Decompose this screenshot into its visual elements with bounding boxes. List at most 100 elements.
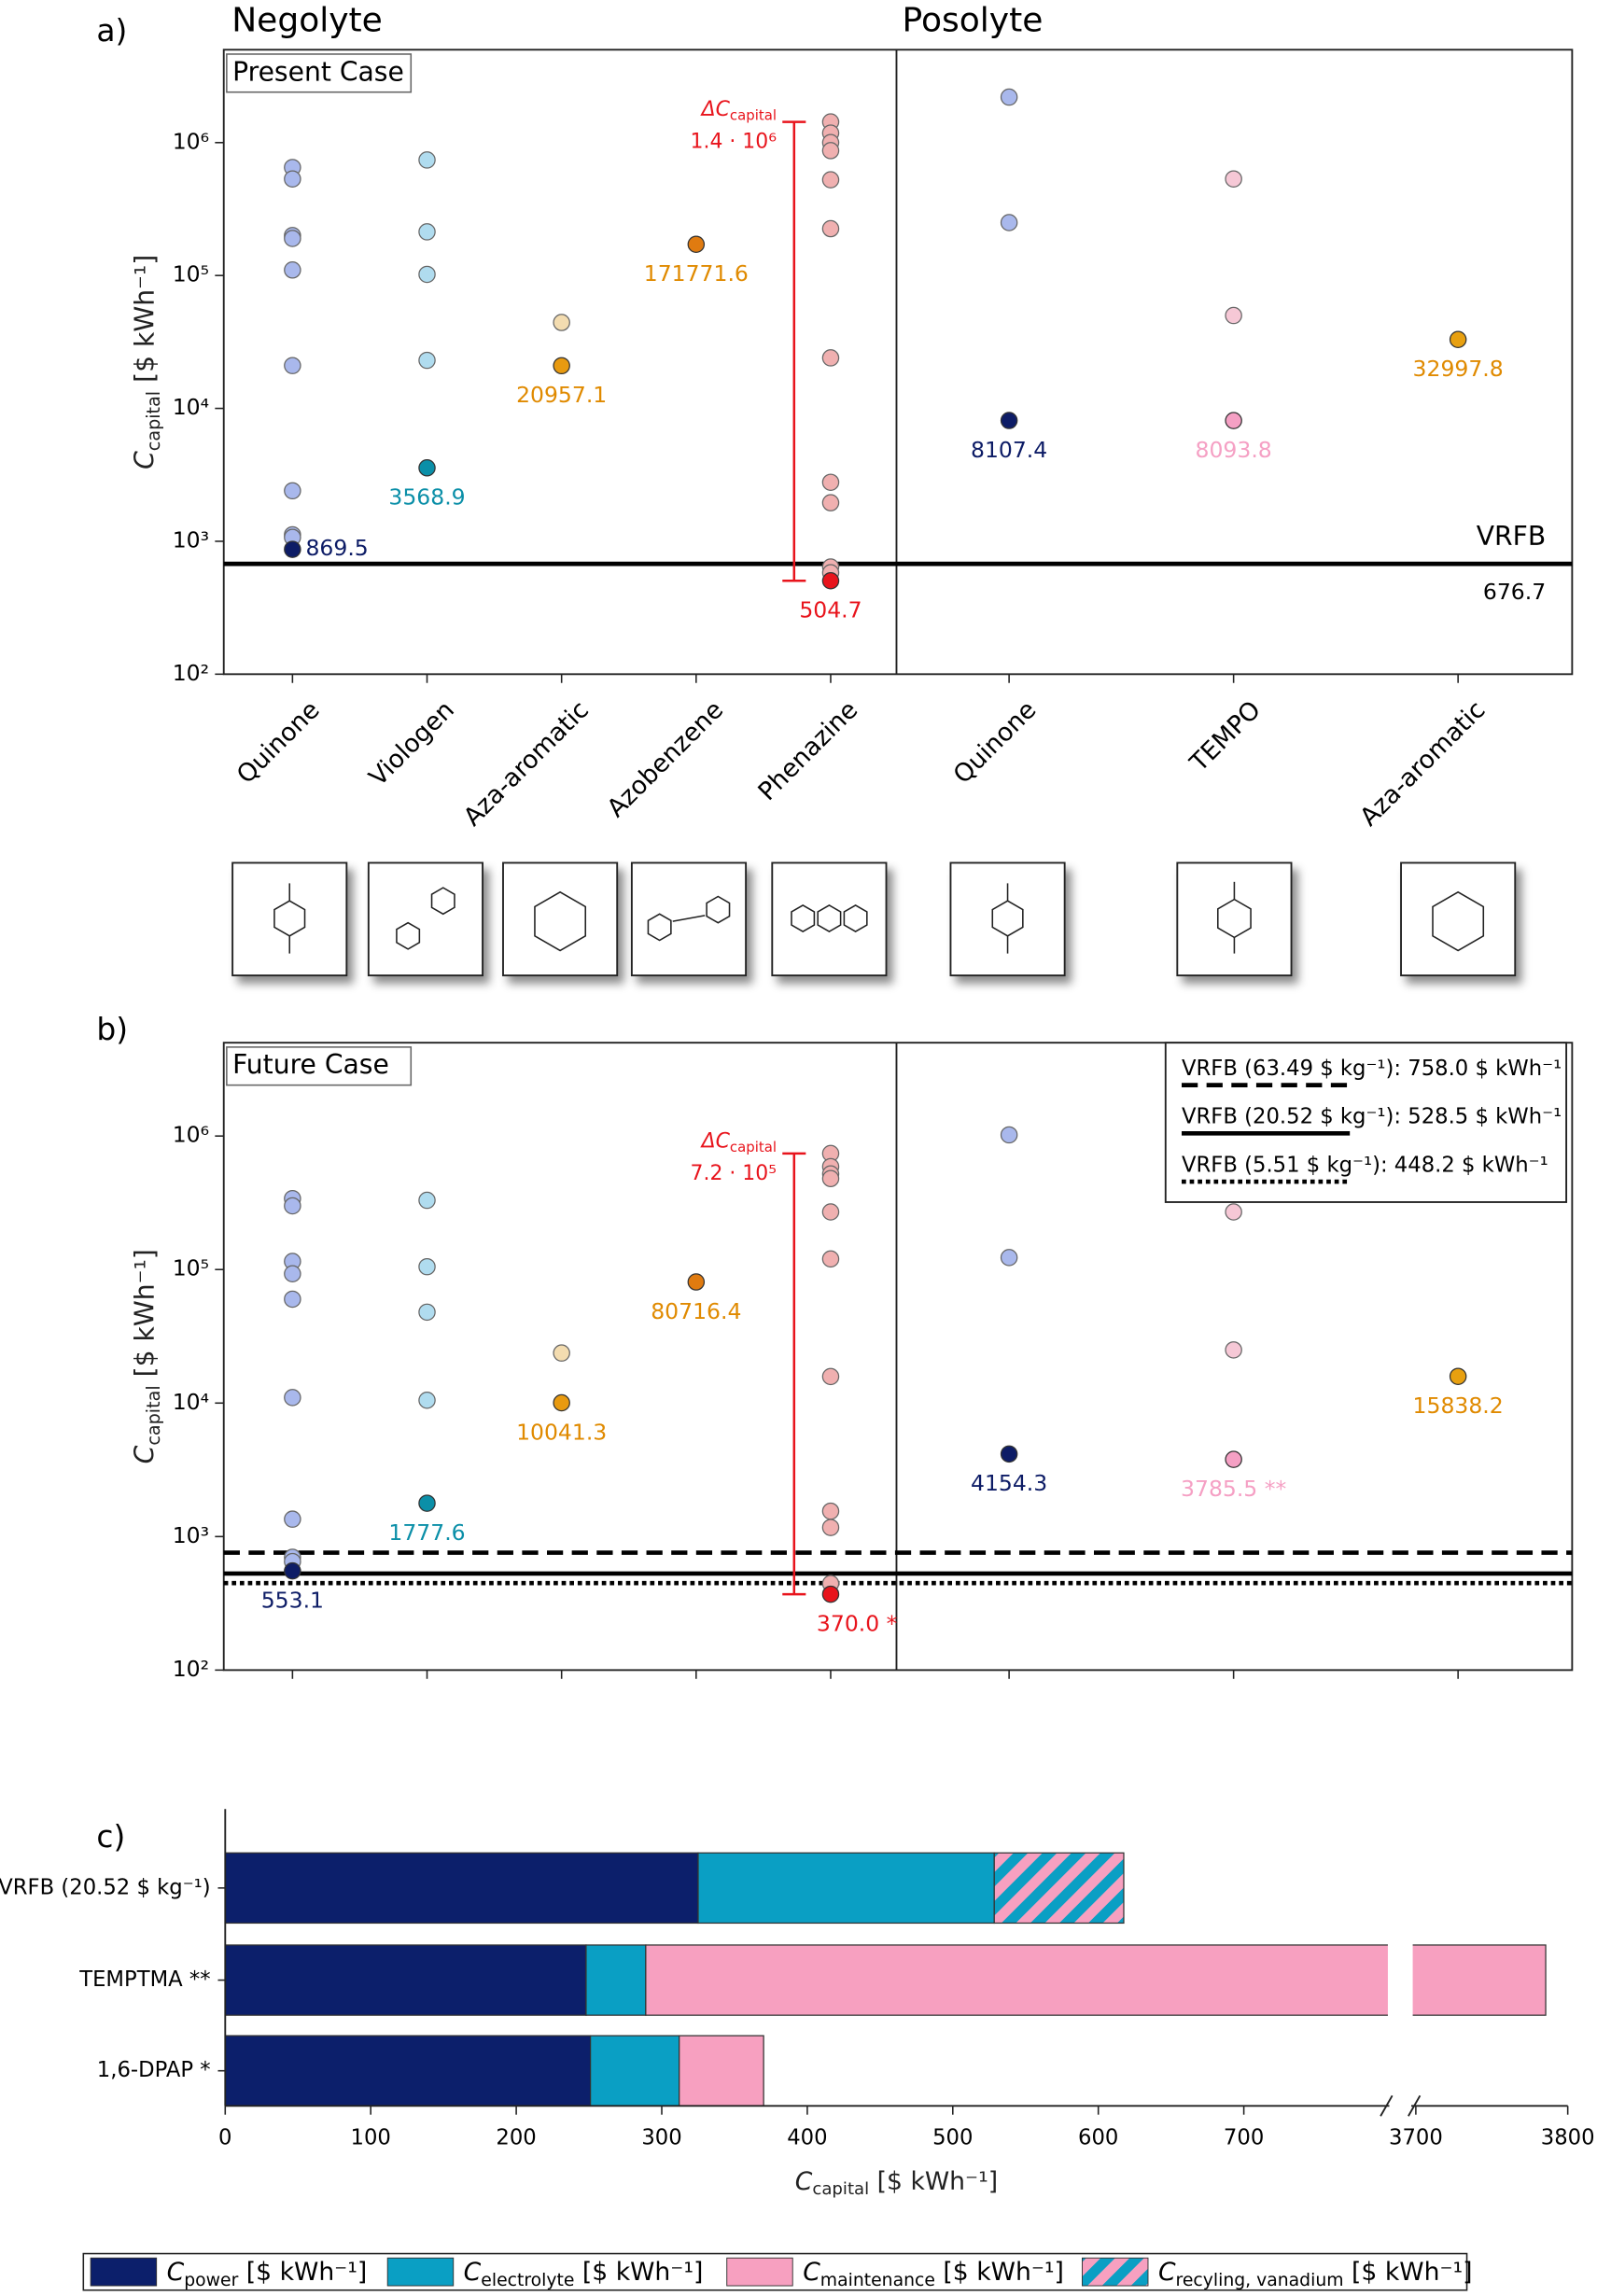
symbol: C	[803, 2257, 820, 2286]
structure-box	[502, 861, 619, 977]
unit	[130, 1377, 161, 1385]
point	[821, 1203, 840, 1221]
best-point	[821, 1585, 840, 1603]
structure-box	[630, 861, 748, 977]
y-tick-label: VRFB (20.52 $ kg⁻¹)	[0, 1875, 211, 1899]
x-tick-label: 600	[1078, 2125, 1118, 2149]
best-label: 20957.1	[516, 382, 607, 408]
point	[821, 1169, 840, 1188]
subscript: capital	[730, 1139, 777, 1155]
point	[1000, 88, 1018, 106]
structure-frame	[367, 861, 484, 977]
subscript: recyling, vanadium	[1176, 2270, 1344, 2289]
point	[821, 171, 840, 189]
y-axis-label: Ccapital [$ kWh⁻¹]	[130, 1249, 164, 1463]
panel-label: a)	[96, 12, 127, 49]
y-tick-label: 1,6-DPAP *	[97, 2058, 211, 2082]
x-tick-label: Quinone	[948, 695, 1043, 790]
point	[418, 223, 436, 241]
subscript: capital	[143, 391, 164, 451]
delta-label: 1.4 · 10⁶	[691, 131, 777, 154]
legend-box	[1164, 1042, 1568, 1203]
unit: [$ kWh⁻¹]	[246, 2257, 368, 2286]
point	[821, 1519, 840, 1536]
structure-box	[1176, 861, 1293, 977]
y-tick-label: 10⁴	[173, 1389, 209, 1415]
best-label: 370.0 *	[817, 1610, 898, 1636]
x-tick-label: Viologen	[363, 695, 459, 791]
subscript: capital	[812, 2179, 869, 2199]
legend-label: Cpower [$ kWh⁻¹]	[167, 2257, 368, 2289]
best-point	[284, 1561, 301, 1580]
structure-frame	[1176, 861, 1293, 977]
point	[418, 1257, 436, 1276]
structure-box	[949, 861, 1066, 977]
ring	[396, 921, 421, 950]
point	[418, 1391, 436, 1409]
ring	[430, 887, 455, 916]
best-label: 8093.8	[1196, 437, 1272, 463]
y-tick-label: 10³	[173, 526, 209, 553]
best-label: 8107.4	[971, 437, 1047, 463]
best-point	[284, 540, 301, 558]
bar-segment	[993, 1852, 1125, 1925]
structure-box	[231, 861, 348, 977]
ring	[1432, 890, 1485, 952]
y-tick-label: 10³	[173, 1522, 209, 1548]
best-label: 80716.4	[651, 1298, 741, 1324]
x-tick-label: Phenazine	[752, 695, 863, 806]
y-tick-label: 10²	[173, 1656, 209, 1682]
y-tick-label: 10⁵	[173, 1255, 209, 1281]
reference-value: 676.7	[1483, 579, 1546, 605]
delta-label: 7.2 · 10⁵	[691, 1162, 777, 1185]
delta-symbol: ΔCcapital	[700, 1129, 777, 1155]
x-tick-label: 3800	[1541, 2125, 1595, 2149]
bar-segment	[224, 2035, 592, 2107]
y-tick-label: 10⁵	[173, 261, 209, 287]
point	[1225, 1203, 1242, 1221]
point	[1000, 214, 1018, 231]
best-label: 15838.2	[1413, 1393, 1504, 1419]
x-axis-label: Ccapital [$ kWh⁻¹]	[795, 2166, 998, 2198]
legend-label: VRFB (63.49 $ kg⁻¹): 758.0 $ kWh⁻¹	[1182, 1057, 1562, 1081]
best-point	[821, 571, 840, 590]
unit	[130, 383, 161, 391]
best-point	[1225, 412, 1242, 429]
ring	[843, 903, 868, 933]
point	[821, 1250, 840, 1268]
space	[935, 2257, 943, 2286]
unit-text: [$ kWh⁻¹]	[130, 255, 161, 383]
space	[574, 2257, 581, 2286]
x-tick-label: Aza-aromatic	[1354, 695, 1491, 832]
point	[284, 1197, 301, 1215]
best-point	[1449, 1367, 1467, 1385]
structure-box	[771, 861, 888, 977]
space	[1344, 2257, 1352, 2286]
point	[821, 473, 840, 491]
axis-break-gap	[1387, 1809, 1413, 2107]
bar-segment	[224, 1944, 587, 2016]
subscript: electrolyte	[481, 2270, 574, 2289]
point	[284, 170, 301, 188]
delta-bar	[782, 120, 806, 582]
case-label: Present Case	[232, 56, 404, 87]
best-point	[418, 1494, 436, 1512]
x-tick-label: 400	[787, 2125, 827, 2149]
best-point	[553, 1393, 570, 1412]
point	[284, 482, 301, 500]
panel-label: c)	[96, 1818, 125, 1855]
x-tick-label: 300	[641, 2125, 681, 2149]
best-label: 553.1	[261, 1588, 324, 1614]
y-tick-label: 10⁶	[173, 128, 209, 154]
point	[821, 494, 840, 511]
point	[1225, 306, 1242, 325]
structure-frame	[231, 861, 348, 977]
best-point	[1449, 330, 1467, 348]
bar-segment	[589, 2035, 680, 2107]
best-point	[553, 357, 570, 375]
bond	[672, 915, 706, 922]
y-axis-label: Ccapital [$ kWh⁻¹]	[130, 255, 164, 469]
legend-swatch	[90, 2257, 158, 2287]
best-label: 3785.5 **	[1181, 1476, 1286, 1502]
